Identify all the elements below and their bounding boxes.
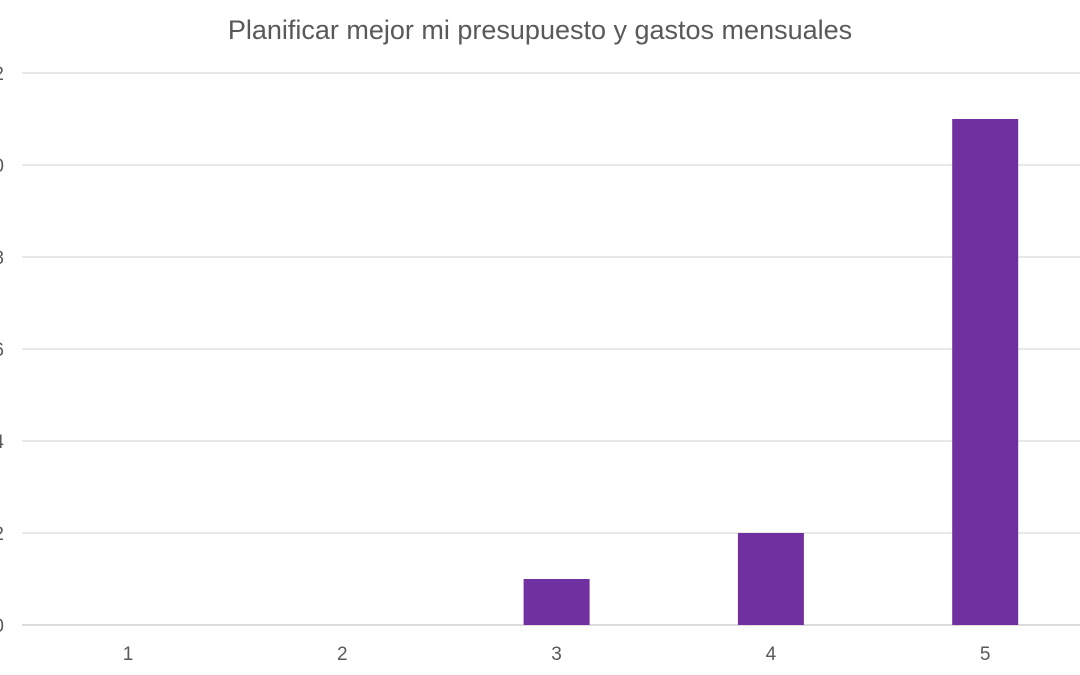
bar-4 xyxy=(737,533,804,625)
bar-5 xyxy=(952,119,1019,625)
y-axis-tick-labels: 0 2 4 6 8 10 12 xyxy=(0,64,4,637)
x-tick-label: 1 xyxy=(123,644,134,665)
bars xyxy=(523,119,1019,625)
x-tick-label: 5 xyxy=(980,644,991,665)
y-tick-label: 0 xyxy=(0,616,4,637)
chart-title: Planificar mejor mi presupuesto y gastos… xyxy=(227,15,853,45)
y-tick-label: 10 xyxy=(0,156,4,177)
gridlines xyxy=(22,72,1080,626)
y-tick-label: 2 xyxy=(0,524,4,545)
y-tick-label: 6 xyxy=(0,340,4,361)
bar-3 xyxy=(523,579,590,625)
y-tick-label: 12 xyxy=(0,64,4,85)
x-axis-tick-labels: 1 2 3 4 5 xyxy=(123,644,991,665)
y-tick-label: 8 xyxy=(0,248,4,269)
x-tick-label: 4 xyxy=(766,644,777,665)
x-tick-label: 2 xyxy=(337,644,348,665)
x-tick-label: 3 xyxy=(551,644,562,665)
y-tick-label: 4 xyxy=(0,432,4,453)
